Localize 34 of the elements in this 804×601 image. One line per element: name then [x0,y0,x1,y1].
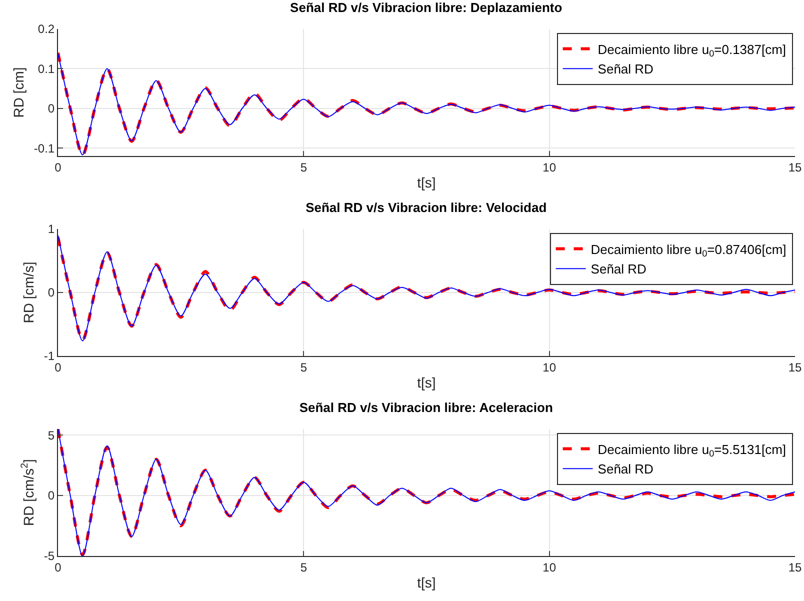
y-axis-title: RD [cm] [10,67,27,118]
y-tick-label: 5 [48,428,55,442]
legend-label: Señal RD [590,262,646,277]
x-tick-label: 10 [542,160,556,174]
legend-label: Decaimiento libre u$_{0}$=0.87406[cm] [590,242,786,259]
y-axis-title: RD [cm/s] [20,262,37,324]
y-tick-label: -0.1 [34,141,55,156]
y-tick-label: 0 [48,102,55,116]
y-tick-label: -1 [44,349,55,364]
x-tick-label: 5 [300,160,308,174]
legend-label: Decaimiento libre u$_{0}$=0.1387[cm] [598,42,786,59]
x-tick-label: 15 [788,160,802,174]
legend-label: Señal RD [598,462,654,477]
chart-title: Señal RD v/s Vibracion libre: Velocidad [306,200,547,216]
y-tick-label: -5 [44,549,55,564]
line-series [58,429,795,556]
x-axis-title: t[s] [417,374,436,391]
x-tick-label: 10 [542,560,556,574]
chart-title: Señal RD v/s Vibracion libre: Aceleracion [299,400,553,416]
y-tick-label: 0.1 [38,62,55,76]
chart-title: Señal RD v/s Vibracion libre: Deplazamiento [290,0,562,16]
legend-label: Decaimiento libre u$_{0}$=5.5131[cm] [598,442,786,459]
x-tick-label: 5 [300,360,308,374]
y-tick-label: 0 [48,286,55,300]
legend-label: Señal RD [598,62,654,77]
x-axis-title: t[s] [417,174,436,191]
x-tick-label: 15 [788,560,802,574]
x-tick-label: 10 [542,360,556,374]
x-tick-label: 15 [788,360,802,374]
y-tick-label: 1 [48,222,55,236]
y-tick-label: 0 [48,488,55,503]
y-tick-label: 0.2 [38,22,55,36]
x-tick-label: 5 [300,560,308,574]
x-axis-title: t[s] [417,574,436,591]
